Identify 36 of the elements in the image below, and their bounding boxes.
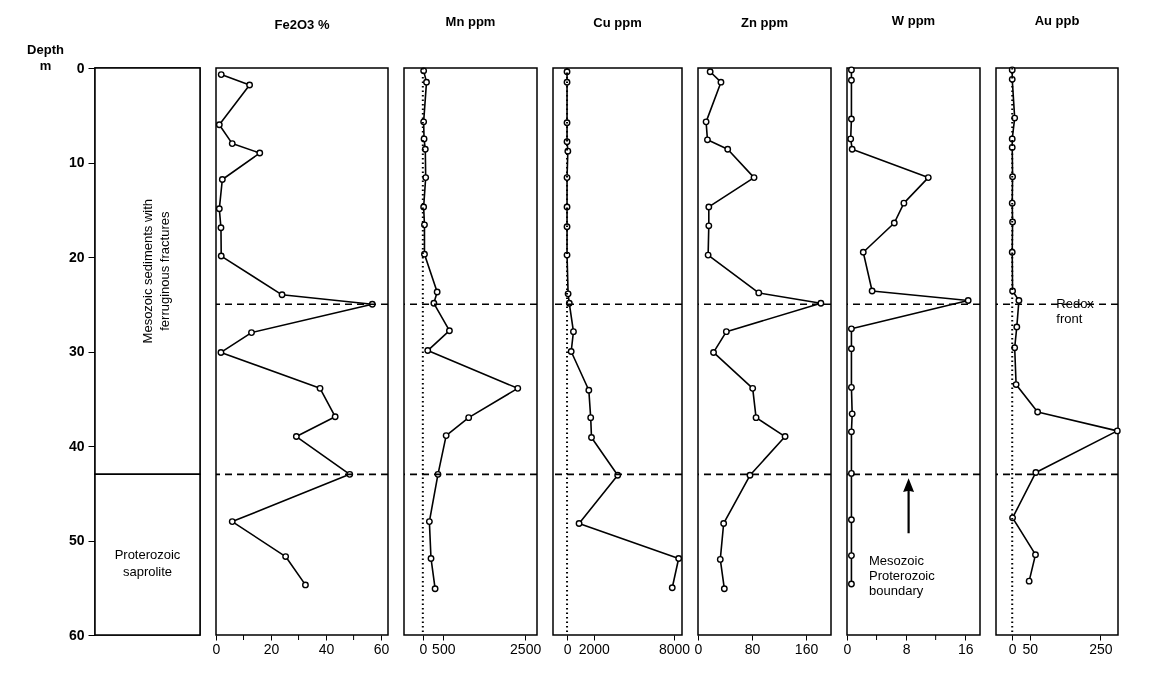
x-tick-label: 8 <box>902 640 911 657</box>
x-tick-label: 160 <box>794 640 819 657</box>
y-tick-label: 60 <box>68 626 85 643</box>
x-tick-label: 80 <box>744 640 761 657</box>
x-tick-label: 16 <box>957 640 974 657</box>
x-tick-label: 0 <box>212 640 221 657</box>
y-axis-title: Depth m <box>27 41 64 73</box>
y-tick-label: 40 <box>68 437 85 454</box>
x-tick-label: 250 <box>1089 640 1113 657</box>
y-tick-label: 50 <box>68 532 85 548</box>
y-tick-label: 30 <box>68 343 85 359</box>
x-tick-label: 40 <box>318 640 335 657</box>
x-tick-label: 20 <box>263 640 280 657</box>
annotation: Mesozoic Proterozoic boundary <box>869 552 936 598</box>
x-tick-label: 0 <box>419 640 428 657</box>
x-tick-label: 0 <box>843 640 852 657</box>
chart-title: W ppm <box>891 13 936 29</box>
chart-title: Zn ppm <box>741 15 788 31</box>
chart-title: Fe2O3 % <box>274 17 330 32</box>
x-tick-label: 0 <box>1008 640 1017 657</box>
series-label: Mesozoic sediments with ferruginous fractures <box>139 198 172 344</box>
chart-title: Au ppb <box>1034 13 1080 29</box>
x-tick-label: 2500 <box>510 640 542 657</box>
x-tick-label: 0 <box>563 640 572 657</box>
y-tick-label: 20 <box>68 248 85 265</box>
x-tick-label: 500 <box>432 640 456 657</box>
x-tick-label: 0 <box>694 640 703 657</box>
series-label: Proterozoic saprolite <box>114 546 181 579</box>
y-tick-label: 0 <box>76 59 85 76</box>
chart-title: Cu ppm <box>593 15 642 31</box>
chart-title: Mn ppm <box>445 14 496 30</box>
x-tick-label: 60 <box>373 640 390 657</box>
y-tick-label: 10 <box>68 154 85 170</box>
x-tick-label: 2000 <box>578 640 611 657</box>
x-tick-label: 50 <box>1022 640 1039 657</box>
x-tick-label: 8000 <box>658 640 691 657</box>
